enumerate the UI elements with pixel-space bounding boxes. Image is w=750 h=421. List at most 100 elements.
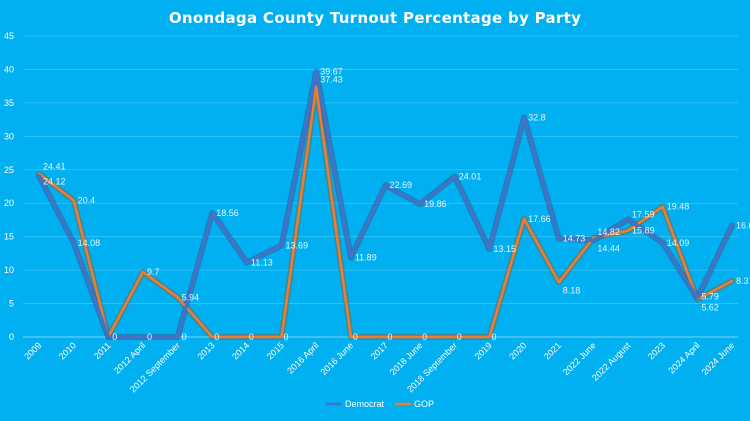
y-tick-label: 0 (9, 332, 14, 342)
data-point-democrat[interactable] (384, 184, 387, 187)
data-point-gop[interactable] (280, 335, 283, 339)
data-point-democrat[interactable] (315, 70, 318, 73)
data-label-democrat: 14.44 (597, 243, 620, 253)
data-label-gop: 0 (214, 332, 219, 342)
y-tick-label: 5 (9, 299, 14, 309)
x-tick-label: 2020 (507, 340, 528, 361)
data-point-democrat[interactable] (661, 241, 664, 244)
data-point-gop[interactable] (245, 335, 249, 339)
y-tick-label: 40 (4, 64, 14, 74)
data-label-democrat: 22.69 (390, 180, 413, 190)
data-label-gop: 37.43 (320, 75, 343, 85)
data-label-democrat: 13.69 (286, 240, 309, 250)
series-shadow-gop (36, 83, 735, 340)
y-tick-label: 20 (4, 198, 14, 208)
x-tick-label: 2013 (195, 340, 216, 361)
data-point-gop[interactable] (661, 205, 664, 208)
legend[interactable]: Democrat GOP (326, 399, 434, 409)
data-point-gop[interactable] (522, 217, 526, 221)
data-label-gop: 24.41 (43, 162, 66, 172)
data-point-democrat[interactable] (557, 237, 560, 240)
data-label-gop: 0 (422, 332, 427, 342)
data-point-democrat[interactable] (626, 218, 630, 221)
data-point-gop[interactable] (453, 335, 456, 339)
data-point-gop[interactable] (384, 335, 387, 339)
data-label-democrat: 18.56 (216, 208, 239, 218)
data-point-democrat[interactable] (453, 175, 456, 178)
data-label-democrat: 24.12 (43, 177, 66, 187)
data-label-democrat: 0 (182, 332, 187, 342)
data-label-gop: 20.4 (78, 196, 96, 206)
x-tick-label: 2016 April (285, 340, 320, 375)
data-point-democrat[interactable] (522, 116, 526, 119)
data-label-gop: 0 (457, 332, 462, 342)
x-tick-label: 2023 (646, 340, 667, 361)
x-tick-label: 2010 (57, 340, 78, 361)
data-labels: 24.12 14.08 0 0 0 18.56 11.13 13.69 39.67 11.89 22… (43, 67, 750, 342)
data-label-democrat: 24.01 (459, 171, 482, 181)
x-tick-label: 2009 (22, 340, 43, 361)
legend-label-gop[interactable]: GOP (414, 399, 434, 409)
data-point-gop[interactable] (557, 281, 560, 284)
data-point-democrat[interactable] (280, 244, 283, 247)
series-line-gop[interactable] (37, 85, 734, 339)
data-point-democrat[interactable] (592, 239, 595, 242)
data-label-democrat: 0 (112, 332, 117, 342)
data-label-gop: 15.89 (632, 226, 655, 236)
y-tick-label: 10 (4, 265, 14, 275)
legend-label-democrat[interactable]: Democrat (345, 399, 385, 409)
data-label-gop: 0 (388, 332, 393, 342)
data-point-democrat[interactable] (488, 247, 491, 251)
data-point-gop[interactable] (211, 335, 214, 339)
data-point-democrat[interactable] (141, 335, 145, 339)
data-point-gop[interactable] (730, 279, 734, 283)
data-point-gop[interactable] (141, 270, 145, 274)
x-tick-label: 2014 (230, 340, 251, 361)
data-point-democrat[interactable] (418, 202, 422, 206)
data-label-democrat: 5.79 (701, 291, 719, 301)
data-point-democrat[interactable] (37, 174, 41, 177)
data-label-democrat: 39.67 (320, 67, 343, 77)
data-label-gop: 14.82 (597, 227, 620, 237)
data-point-democrat[interactable] (730, 224, 734, 227)
x-tick-label: 2018 June (388, 340, 425, 377)
data-point-democrat[interactable] (245, 261, 249, 264)
data-label-gop: 5.62 (701, 302, 719, 312)
y-tick-label: 25 (4, 165, 14, 175)
data-point-democrat[interactable] (696, 297, 699, 300)
data-label-gop: 9.7 (147, 267, 160, 277)
data-point-gop[interactable] (349, 335, 353, 339)
data-label-gop: 17.66 (528, 214, 551, 224)
data-point-democrat[interactable] (176, 335, 179, 339)
data-label-gop: 0 (353, 332, 358, 342)
data-point-democrat[interactable] (72, 241, 75, 245)
data-point-democrat[interactable] (211, 211, 214, 215)
data-point-gop[interactable] (488, 335, 491, 339)
x-tick-label: 2016 June (318, 340, 355, 377)
data-point-gop[interactable] (418, 335, 422, 339)
data-point-gop[interactable] (626, 229, 630, 232)
data-point-gop[interactable] (176, 296, 179, 299)
data-label-gop: 5.94 (182, 292, 200, 302)
data-label-gop: 8.37 (736, 276, 750, 286)
data-point-democrat[interactable] (107, 335, 110, 339)
data-label-gop: 19.48 (667, 202, 690, 212)
data-point-gop[interactable] (72, 199, 75, 202)
data-label-gop: 0 (249, 332, 254, 342)
y-tick-label: 35 (4, 98, 14, 108)
x-tick-label: 2024 June (700, 340, 737, 377)
x-tick-label: 2022 June (561, 340, 598, 377)
data-label-gop: 8.18 (563, 285, 581, 295)
y-tick-label: 45 (4, 31, 14, 41)
data-label-democrat: 0 (147, 332, 152, 342)
data-label-democrat: 17.59 (632, 209, 655, 219)
data-label-gop: 0 (284, 332, 289, 342)
data-label-democrat: 13.15 (493, 244, 516, 254)
x-tick-label: 2012 April (112, 340, 147, 375)
series-line-democrat[interactable] (37, 69, 734, 339)
data-point-democrat[interactable] (349, 256, 353, 259)
data-point-gop[interactable] (315, 85, 318, 88)
x-tick-label: 2011 (92, 340, 113, 361)
x-tick-label: 2015 (265, 340, 286, 361)
